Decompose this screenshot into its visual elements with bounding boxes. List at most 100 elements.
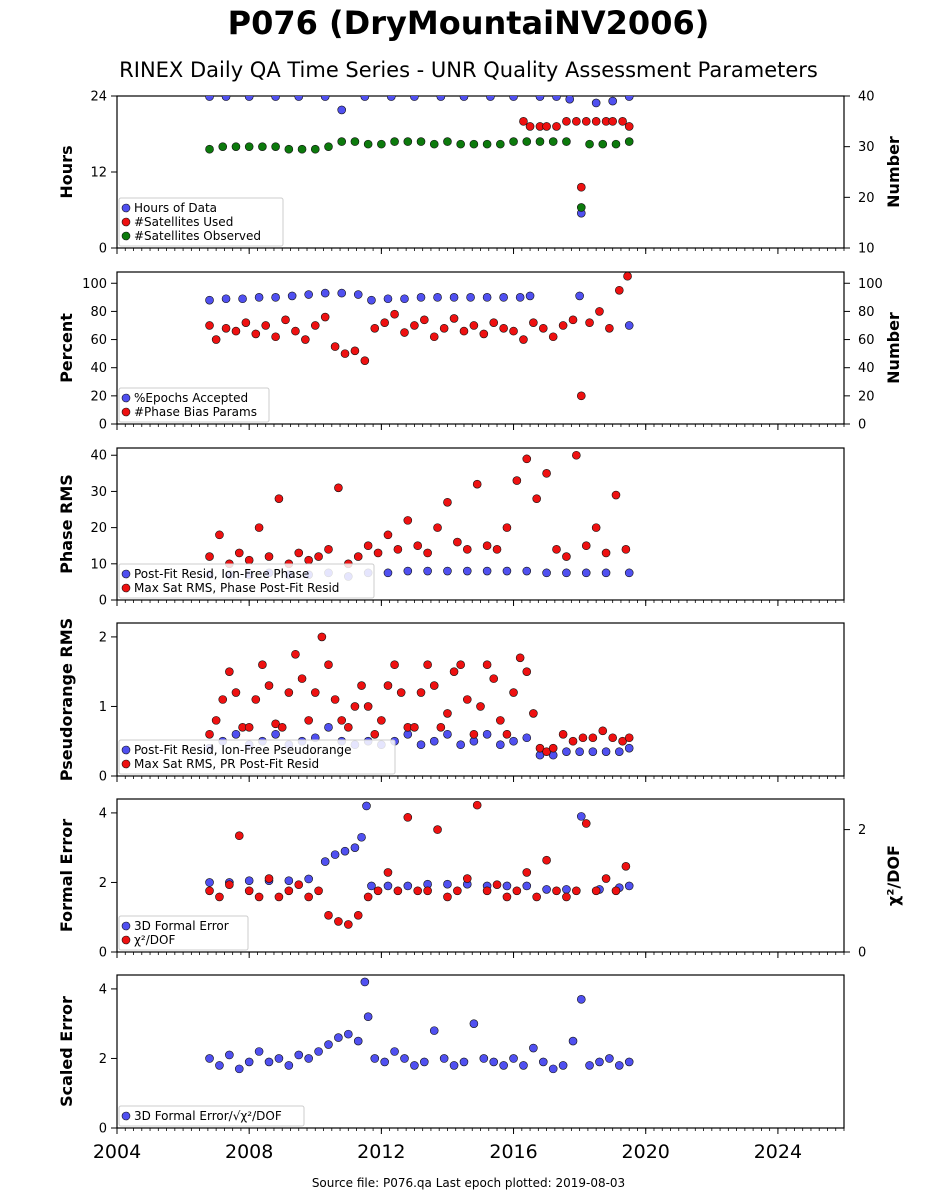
- data-point: [519, 335, 528, 344]
- data-point: [215, 892, 224, 902]
- data-point: [562, 568, 571, 578]
- data-point: [548, 743, 558, 753]
- data-point: [538, 1057, 548, 1067]
- data-point: [264, 681, 274, 690]
- legend-label: 3D Formal Error/√χ²/DOF: [134, 1109, 282, 1123]
- data-point: [439, 323, 449, 333]
- data-point: [572, 117, 581, 126]
- data-point: [205, 552, 214, 561]
- legend-marker: [121, 745, 131, 755]
- data-point: [353, 910, 363, 920]
- data-point: [443, 566, 452, 576]
- legend-marker: [121, 203, 131, 213]
- data-point: [621, 862, 631, 871]
- data-point: [509, 688, 518, 697]
- data-point: [509, 96, 518, 101]
- y-tick-label: 0: [99, 418, 107, 433]
- legend-label: Max Sat RMS, Phase Post-Fit Resid: [134, 581, 339, 595]
- data-point: [611, 139, 621, 149]
- data-point: [215, 530, 224, 540]
- data-point: [383, 868, 393, 877]
- data-point: [482, 660, 492, 670]
- data-point: [221, 96, 231, 101]
- data-point: [423, 886, 432, 896]
- data-point: [429, 1026, 439, 1035]
- data-point: [562, 892, 571, 902]
- data-point: [489, 674, 499, 683]
- data-point: [363, 892, 373, 902]
- data-point: [353, 290, 363, 299]
- data-point: [393, 545, 403, 554]
- data-point: [320, 288, 330, 298]
- y2-axis-label: Number: [884, 136, 903, 208]
- data-points: [205, 272, 634, 401]
- data-point: [205, 886, 214, 896]
- data-point: [363, 139, 373, 149]
- data-points: [205, 977, 634, 1074]
- data-point: [623, 272, 632, 281]
- data-point: [383, 681, 393, 690]
- data-point: [568, 1036, 578, 1046]
- data-point: [558, 729, 568, 739]
- y-axis-label: Formal Error: [57, 819, 76, 932]
- data-point: [558, 1061, 568, 1070]
- data-point: [377, 716, 386, 725]
- legend-marker: [121, 217, 131, 227]
- data-point: [264, 1057, 274, 1067]
- data-point: [334, 483, 343, 493]
- data-point: [436, 96, 446, 101]
- data-point: [525, 122, 535, 131]
- data-point: [284, 886, 294, 896]
- data-point: [337, 288, 347, 298]
- data-point: [591, 886, 601, 896]
- data-point: [456, 660, 465, 670]
- y-tick-label: 2: [99, 1052, 107, 1067]
- data-point: [529, 318, 538, 327]
- data-point: [479, 1054, 489, 1063]
- data-point: [284, 688, 294, 697]
- data-point: [588, 747, 598, 756]
- data-point: [410, 723, 419, 732]
- data-point: [360, 356, 370, 365]
- y2-tick-label: 20: [858, 191, 875, 206]
- data-point: [244, 886, 254, 896]
- data-point: [297, 674, 307, 683]
- data-point: [301, 335, 310, 344]
- y-tick-label: 2: [99, 876, 107, 891]
- data-point: [502, 881, 512, 891]
- data-point: [284, 876, 294, 886]
- data-point: [238, 294, 247, 304]
- data-point: [254, 892, 264, 902]
- data-point: [476, 702, 485, 711]
- data-point: [469, 139, 479, 149]
- legend-marker: [121, 583, 131, 593]
- data-point: [416, 293, 426, 302]
- y-tick-label: 4: [99, 982, 107, 997]
- data-point: [205, 144, 214, 154]
- legend: Post-Fit Resid, Ion-Free PseudorangeMax …: [118, 739, 396, 775]
- data-point: [525, 291, 535, 301]
- data-point: [499, 1061, 508, 1070]
- data-point: [552, 545, 561, 554]
- legend-marker: [121, 393, 131, 403]
- data-point: [529, 709, 538, 718]
- data-point: [492, 880, 502, 889]
- data-point: [605, 323, 614, 333]
- data-point: [453, 537, 462, 547]
- data-point: [281, 315, 290, 325]
- data-point: [469, 1019, 479, 1028]
- data-point: [340, 349, 350, 358]
- data-point: [509, 137, 518, 146]
- data-point: [400, 328, 409, 337]
- y2-axis-label: Number: [884, 312, 903, 384]
- data-point: [595, 307, 604, 316]
- data-point: [334, 1033, 343, 1042]
- data-point: [254, 523, 264, 532]
- data-point: [304, 874, 313, 884]
- data-point: [410, 321, 419, 330]
- data-point: [317, 632, 327, 642]
- data-point: [542, 469, 551, 478]
- y-tick-label: 0: [99, 242, 107, 257]
- data-point: [251, 695, 261, 704]
